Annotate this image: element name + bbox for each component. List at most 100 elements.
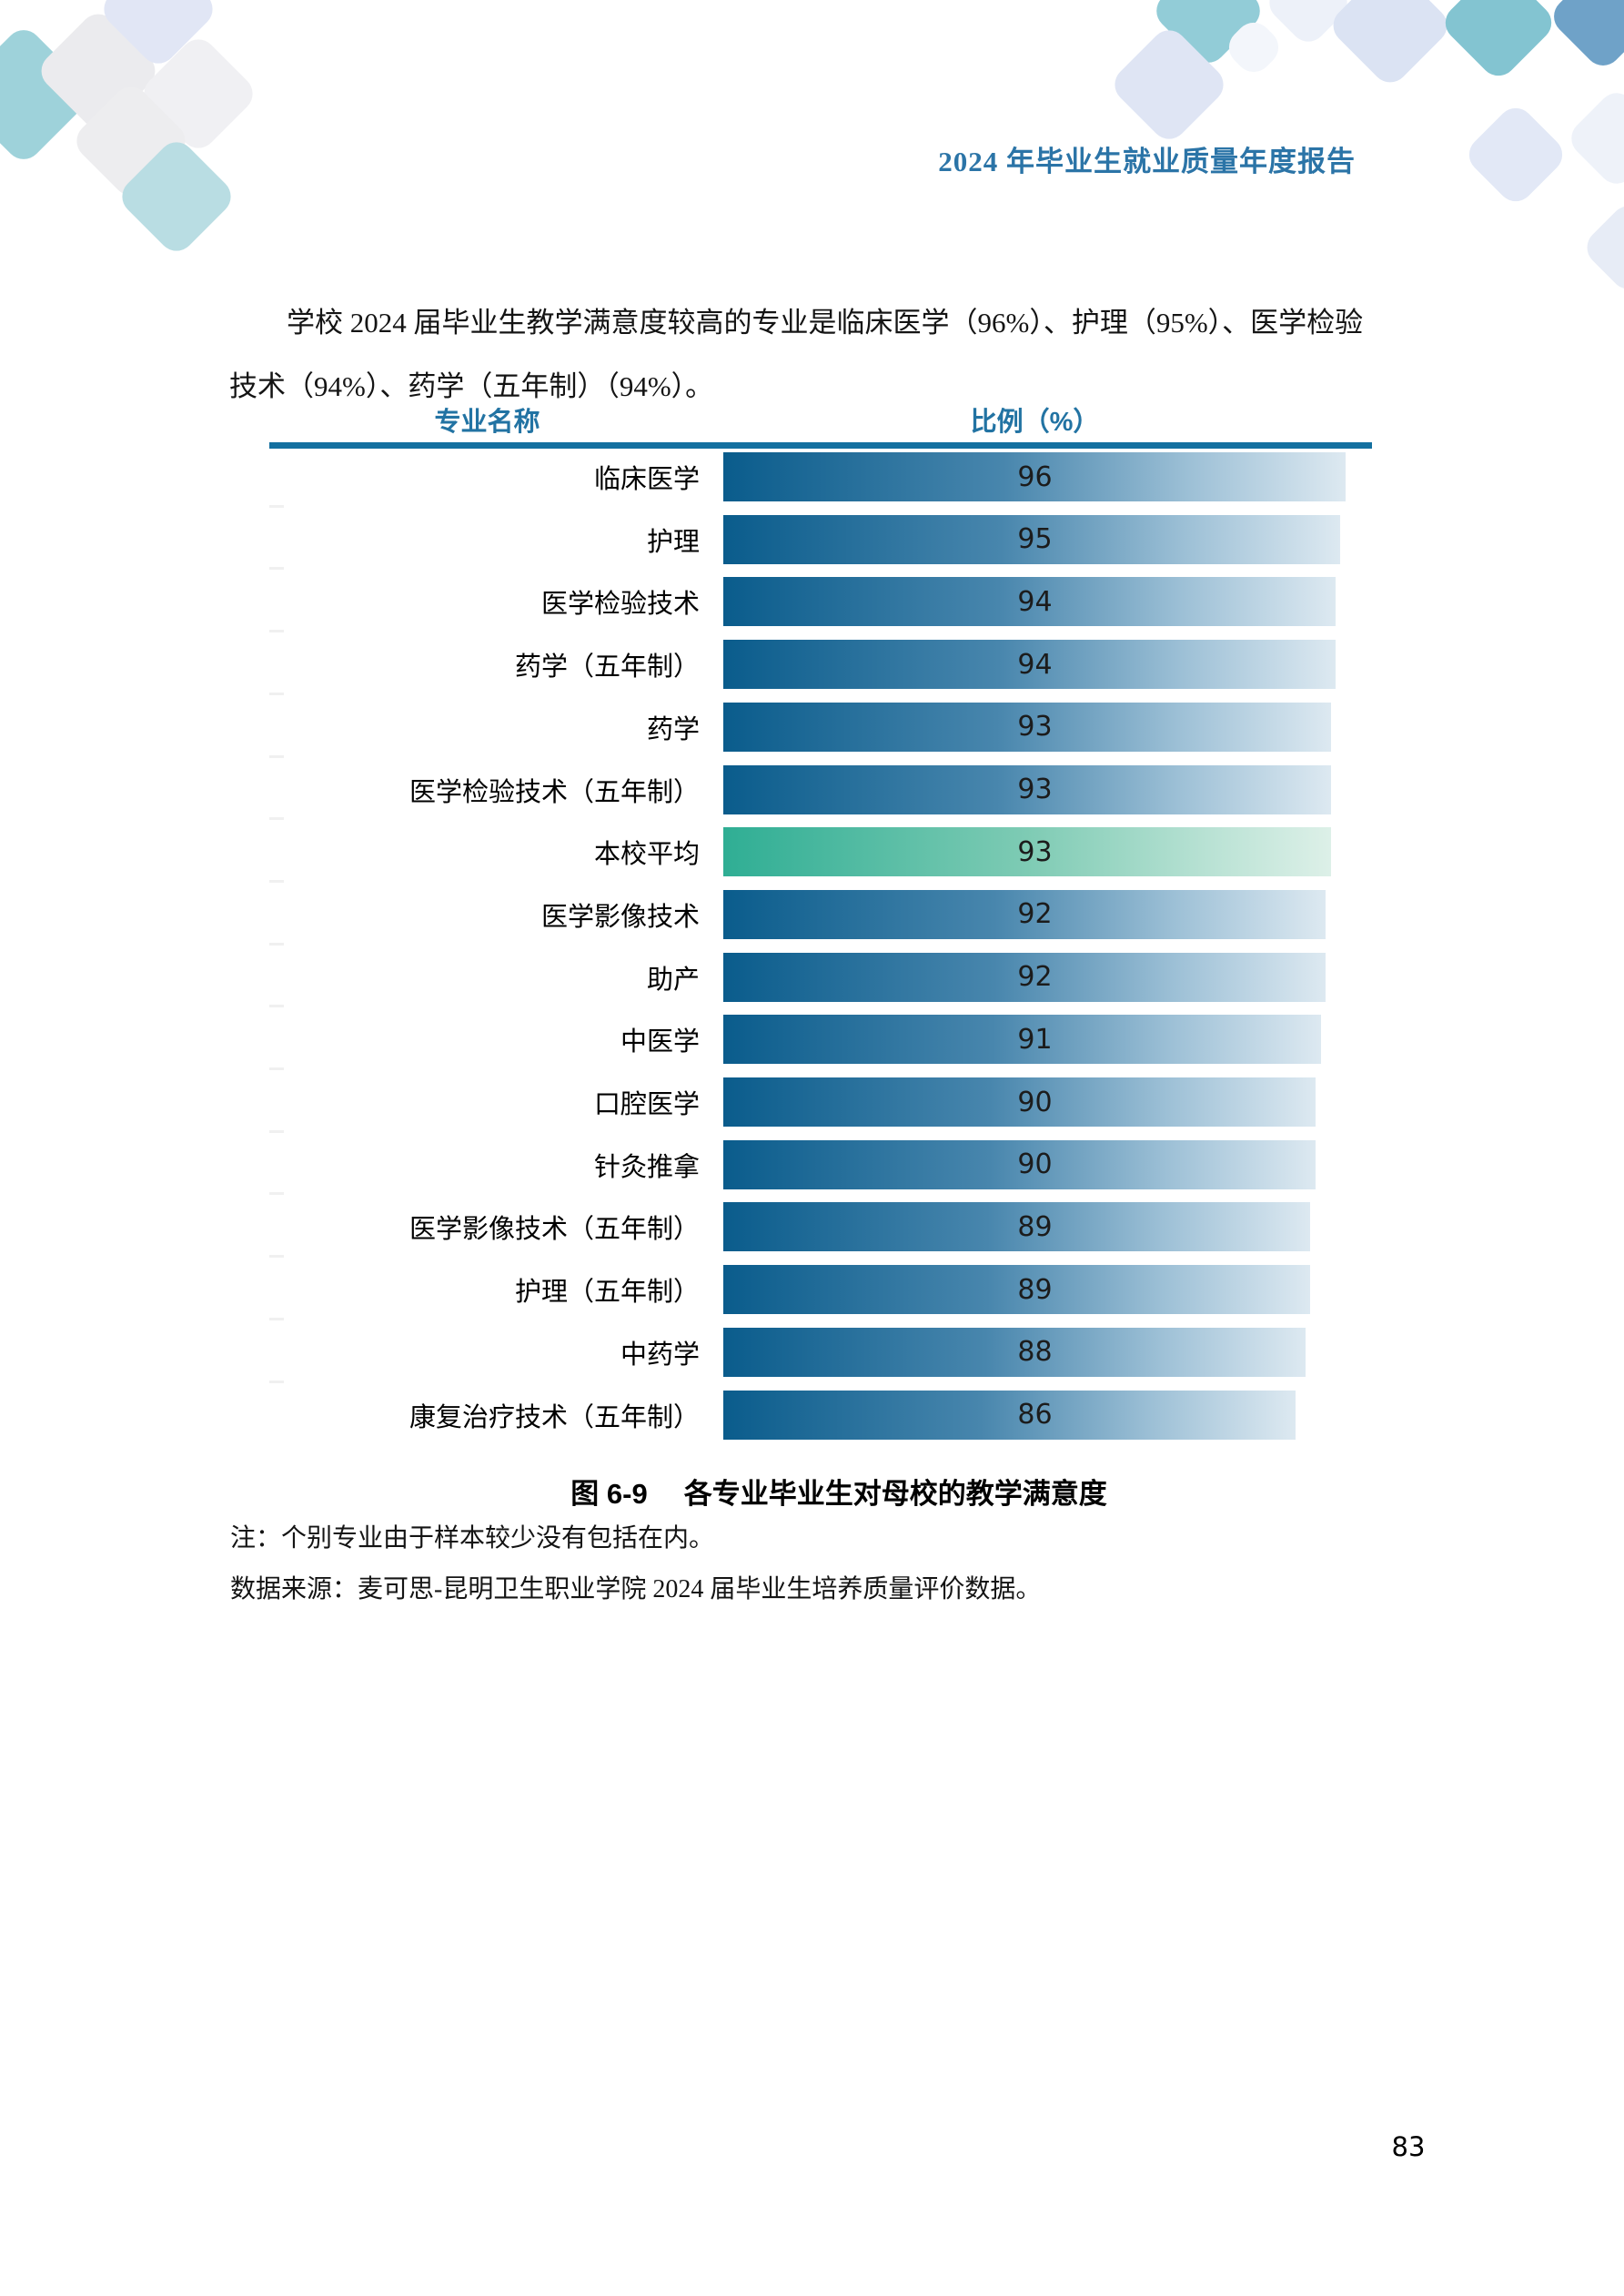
chart-row: 中医学 91: [269, 1015, 1372, 1065]
row-label: 本校平均: [593, 840, 700, 870]
row-boundary-tick: [269, 504, 284, 508]
decor-tile: [1437, 0, 1559, 84]
row-boundary-tick: [269, 1005, 284, 1008]
row-label: 医学影像技术: [540, 902, 700, 932]
chart-row: 口腔医学 90: [269, 1077, 1372, 1127]
figure-label: 图 6-9: [570, 1478, 648, 1510]
row-bar-area: 92: [723, 952, 1347, 1002]
row-label: 医学影像技术（五年制）: [409, 1215, 700, 1245]
row-value: 92: [1017, 961, 1053, 994]
report-header-title: 2024 年毕业生就业质量年度报告: [938, 146, 1356, 177]
note-sample: 注：个别专业由于样本较少没有包括在内。: [230, 1524, 715, 1553]
row-boundary-tick: [269, 630, 284, 633]
row-label: 护理（五年制）: [514, 1278, 700, 1308]
row-bar-area: 94: [723, 640, 1347, 690]
row-bar: [723, 889, 1326, 939]
row-label: 医学检验技术（五年制）: [409, 777, 700, 807]
row-value: 96: [1017, 460, 1053, 493]
row-label: 康复治疗技术（五年制）: [409, 1402, 700, 1432]
row-bar-area: 94: [723, 577, 1347, 627]
row-value: 93: [1017, 835, 1053, 868]
chart-row: 中药学 88: [269, 1327, 1372, 1377]
decor-tile: [1461, 100, 1570, 209]
row-boundary-tick: [269, 817, 284, 821]
row-bar: [723, 1390, 1296, 1440]
row-value: 88: [1017, 1336, 1053, 1369]
chart-row: 医学影像技术（五年制） 89: [269, 1202, 1372, 1252]
row-bar: [723, 577, 1336, 627]
row-bar: [723, 1015, 1321, 1065]
row-bar: [723, 1202, 1311, 1252]
row-value: 91: [1017, 1023, 1053, 1056]
row-bar-area: 92: [723, 889, 1347, 939]
row-bar: [723, 1077, 1316, 1127]
row-bar-area: 96: [723, 452, 1347, 501]
chart-row: 医学检验技术 94: [269, 577, 1372, 627]
row-bar: [723, 1139, 1316, 1189]
chart-col-header-major: 专业名称: [434, 408, 540, 437]
row-value: 90: [1017, 1148, 1053, 1181]
chart-row: 药学（五年制） 94: [269, 640, 1372, 690]
chart-row: 药学 93: [269, 702, 1372, 752]
row-bar-area: 89: [723, 1265, 1347, 1315]
row-value: 95: [1017, 523, 1053, 556]
row-bar-area: 93: [723, 827, 1347, 877]
row-bar: [723, 640, 1336, 690]
row-bar-area: 95: [723, 514, 1347, 564]
row-label: 护理: [646, 527, 700, 557]
row-value: 89: [1017, 1273, 1053, 1306]
row-bar-area: 93: [723, 764, 1347, 814]
row-boundary-tick: [269, 1192, 284, 1196]
row-boundary-tick: [269, 1129, 284, 1133]
row-value: 92: [1017, 898, 1053, 931]
body-paragraph: 学校 2024 届毕业生教学满意度较高的专业是临床医学（96%）、护理（95%）…: [229, 291, 1448, 419]
row-boundary-tick: [269, 942, 284, 946]
row-bar: [723, 764, 1331, 814]
row-boundary-tick: [269, 1317, 284, 1320]
satisfaction-bar-chart: 专业名称 比例（%） 临床医学 96 护理 95 医学检验技术 94 药学（五年制） 94 药学…: [269, 400, 1372, 1456]
row-label: 中医学: [620, 1027, 700, 1057]
row-label: 药学（五年制）: [514, 652, 700, 683]
paragraph-line-2: 技术（94%）、药学（五年制）（94%）。: [229, 370, 714, 402]
paragraph-line-1: 学校 2024 届毕业生教学满意度较高的专业是临床医学（96%）、护理（95%）…: [287, 307, 1364, 339]
row-label: 药学: [646, 714, 700, 744]
row-value: 89: [1017, 1210, 1053, 1243]
row-bar: [723, 452, 1346, 501]
row-boundary-tick: [269, 567, 284, 571]
note-source: 数据来源：麦可思-昆明卫生职业学院 2024 届毕业生培养质量评价数据。: [230, 1575, 1042, 1603]
row-value: 93: [1017, 774, 1053, 805]
row-bar: [723, 702, 1331, 752]
chart-row: 临床医学 96: [269, 452, 1372, 501]
row-value: 90: [1017, 1086, 1053, 1118]
row-label: 临床医学: [593, 465, 700, 494]
row-bar-area: 91: [723, 1015, 1347, 1065]
chart-header-divider: [269, 442, 1372, 449]
chart-col-header-ratio: 比例（%）: [970, 408, 1100, 437]
chart-row: 医学影像技术 92: [269, 889, 1372, 939]
decor-tile: [1326, 0, 1455, 90]
chart-row: 针灸推拿 90: [269, 1139, 1372, 1189]
row-bar: [723, 1265, 1311, 1315]
page-number: 83: [1391, 2131, 1426, 2162]
row-value: 94: [1017, 648, 1053, 681]
row-label: 口腔医学: [593, 1090, 700, 1119]
row-bar: [723, 952, 1326, 1002]
chart-row: 本校平均 93: [269, 827, 1372, 877]
chart-row: 护理 95: [269, 514, 1372, 564]
row-boundary-tick: [269, 1255, 284, 1259]
chart-row: 康复治疗技术（五年制） 86: [269, 1390, 1372, 1440]
row-boundary-tick: [269, 692, 284, 695]
row-bar-average: [723, 827, 1331, 877]
row-label: 针灸推拿: [593, 1152, 700, 1182]
row-bar-area: 88: [723, 1327, 1347, 1377]
chart-row: 护理（五年制） 89: [269, 1265, 1372, 1315]
row-bar-area: 89: [723, 1202, 1347, 1252]
decor-tile: [1579, 198, 1624, 297]
chart-row: 医学检验技术（五年制） 93: [269, 764, 1372, 814]
row-value: 94: [1017, 585, 1053, 618]
figure-title: 各专业毕业生对母校的教学满意度: [683, 1478, 1107, 1510]
row-bar-area: 90: [723, 1077, 1347, 1127]
row-label: 助产: [646, 965, 700, 995]
row-boundary-tick: [269, 1380, 284, 1383]
